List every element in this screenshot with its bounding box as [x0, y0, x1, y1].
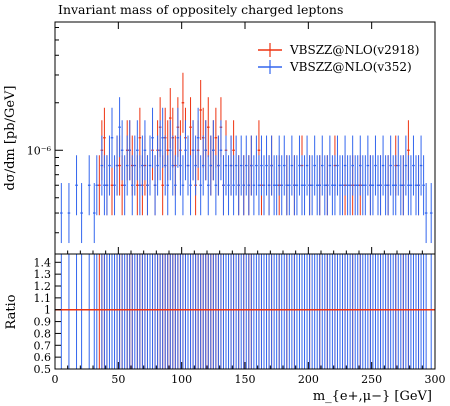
legend-label-v352: VBSZZ@NLO(v352): [289, 60, 412, 74]
x-tick-label: 300: [425, 373, 446, 386]
legend: VBSZZ@NLO(v2918) VBSZZ@NLO(v352): [258, 43, 419, 74]
x-tick-label: 250: [361, 373, 382, 386]
main-ylabel: dσ/dm [pb/GeV]: [3, 86, 18, 191]
ratio-plot-area: [55, 254, 435, 369]
x-tick-label: 50: [111, 373, 125, 386]
ratio-ylabel: Ratio: [4, 294, 19, 329]
ratio-y-tick-label: 1.4: [34, 256, 52, 269]
main-plot-area: [60, 72, 433, 244]
chart-title: Invariant mass of oppositely charged lep…: [58, 2, 343, 17]
ratio-y-tick-label: 1.3: [34, 268, 52, 281]
axes: 0 50 100 150 200 250 30010⁻⁶1.41.31.21.110.90.…: [27, 22, 446, 386]
xlabel: m_{e+,μ−} [GeV]: [313, 389, 432, 404]
ratio-y-tick-label: 1.2: [34, 280, 52, 293]
x-tick-label: 0: [52, 373, 59, 386]
ratio-y-tick-label: 1.1: [34, 292, 52, 305]
ratio-series-v352: [60, 254, 432, 369]
ratio-y-tick-label: 0.6: [34, 351, 52, 364]
x-tick-label: 200: [298, 373, 319, 386]
ratio-y-tick-label: 0.8: [34, 327, 52, 340]
ratio-y-tick-label: 0.7: [34, 339, 52, 352]
y-tick-label: 10⁻⁶: [27, 144, 52, 157]
x-tick-label: 100: [171, 373, 192, 386]
ratio-y-tick-label: 0.5: [34, 363, 52, 376]
ratio-y-tick-label: 1: [44, 304, 51, 317]
x-tick-label: 150: [235, 373, 256, 386]
ratio-y-tick-label: 0.9: [34, 316, 52, 329]
series-v352: [60, 97, 433, 244]
legend-label-v2918: VBSZZ@NLO(v2918): [289, 43, 419, 57]
